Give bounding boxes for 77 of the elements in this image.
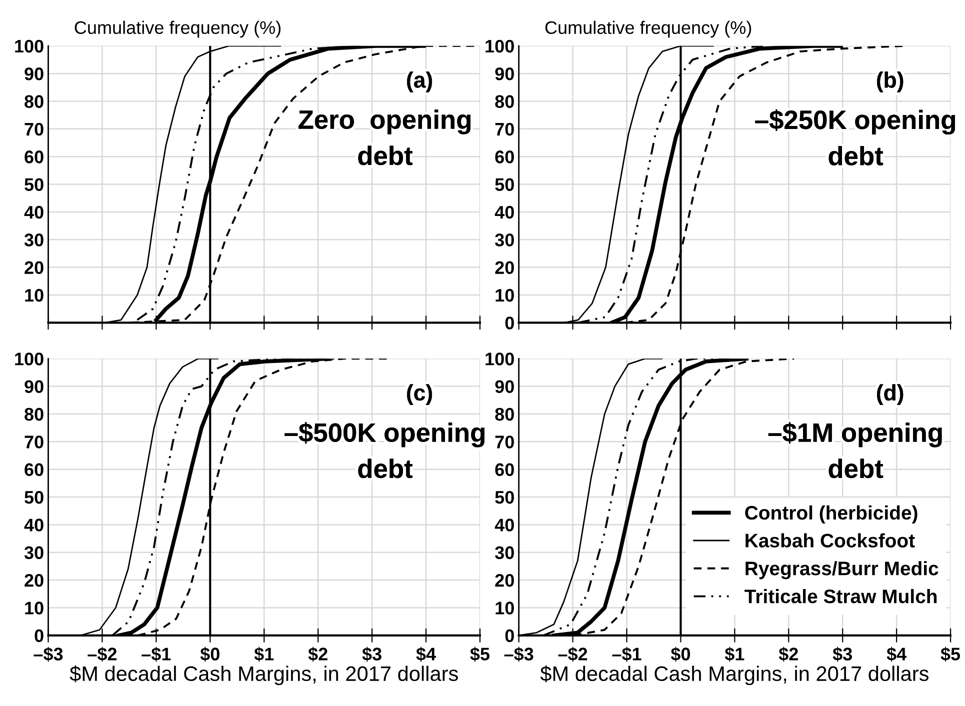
y-tick-label: 90 — [24, 380, 44, 394]
x-tick-label: $0 — [200, 646, 220, 662]
y-tick-label: 0 — [505, 629, 514, 642]
annotation: –$500K opening debt — [284, 422, 484, 478]
annotation: –$250K opening debt — [755, 109, 955, 166]
y-tick-label: 50 — [24, 490, 44, 504]
y-tick-label: 100 — [15, 352, 44, 366]
y-tick-label: 10 — [496, 602, 514, 614]
y-tick-label: 10 — [25, 288, 44, 302]
x-tick-label: –$1 — [612, 646, 642, 662]
y-axis-title: Cumulative frequency (%) — [74, 20, 281, 38]
y-tick-label: 30 — [24, 234, 44, 246]
y-tick-label: 20 — [495, 261, 514, 274]
x-tick-label: $1 — [254, 646, 274, 662]
y-tick-label: 10 — [25, 602, 44, 614]
y-tick-label: 50 — [495, 490, 514, 504]
y-tick-label: 30 — [494, 546, 514, 560]
x-tick-label: $4 — [886, 646, 907, 662]
y-tick-label: 20 — [24, 574, 44, 587]
x-tick-label: –$3 — [504, 646, 534, 662]
annotation: (d) — [877, 384, 904, 405]
x-tick-label: $2 — [308, 646, 328, 662]
y-tick-label: 30 — [494, 234, 514, 246]
y-tick-label: 0 — [505, 316, 514, 330]
y-axis-title: Cumulative frequency (%) — [545, 20, 752, 38]
legend-label: Triticale Straw Mulch — [744, 589, 937, 604]
y-tick-label: 50 — [495, 178, 514, 191]
y-tick-label: 60 — [24, 150, 44, 164]
x-tick-label: –$2 — [88, 646, 117, 662]
y-tick-label: 10 — [496, 288, 514, 302]
annotation: (a) — [407, 72, 432, 92]
y-tick-label: 80 — [24, 95, 44, 108]
y-tick-label: 90 — [24, 68, 44, 80]
x-tick-label: $5 — [470, 646, 490, 662]
y-tick-label: 0 — [34, 629, 44, 642]
x-tick-label: –$1 — [142, 646, 171, 662]
x-tick-label: $1 — [724, 646, 744, 662]
y-tick-label: 20 — [495, 574, 514, 587]
y-tick-label: 100 — [486, 40, 514, 53]
y-tick-label: 90 — [495, 380, 514, 394]
x-tick-label: –$2 — [558, 646, 588, 662]
x-tick-label: $3 — [832, 646, 852, 662]
y-tick-label: 70 — [495, 436, 514, 448]
x-tick-label: $5 — [940, 646, 960, 662]
y-tick-label: 100 — [486, 352, 514, 366]
annotation: (c) — [407, 384, 432, 405]
legend-label: Kasbah Cocksfoot — [746, 533, 915, 548]
legend-label: Control (herbicide) — [745, 505, 918, 524]
y-tick-label: 30 — [24, 546, 44, 560]
y-tick-label: 20 — [24, 261, 44, 274]
y-tick-label: 70 — [24, 122, 44, 136]
y-tick-label: 100 — [15, 40, 44, 53]
y-tick-label: 60 — [495, 150, 514, 164]
y-tick-label: 40 — [494, 206, 514, 219]
x-axis-title: $M decadal Cash Margins, in 2017 dollars — [70, 665, 458, 686]
y-tick-label: 80 — [495, 95, 514, 108]
y-tick-label: 70 — [24, 436, 44, 448]
y-tick-label: 60 — [24, 463, 44, 476]
y-tick-label: 50 — [24, 178, 44, 191]
y-tick-label: 80 — [495, 408, 514, 421]
y-tick-label: 80 — [24, 408, 44, 421]
annotation: Zero opening debt — [298, 110, 470, 166]
y-tick-label: 60 — [495, 463, 514, 476]
annotation: –$1M opening debt — [768, 422, 942, 478]
x-axis-title: $M decadal Cash Margins, in 2017 dollars — [540, 665, 928, 686]
x-tick-label: –$3 — [34, 646, 63, 662]
x-tick-label: $4 — [416, 646, 436, 662]
x-tick-label: $0 — [670, 646, 690, 662]
annotation: (b) — [877, 72, 904, 92]
x-tick-label: $3 — [362, 646, 382, 662]
y-tick-label: 40 — [24, 518, 44, 532]
y-tick-label: 70 — [495, 122, 514, 136]
x-tick-label: $2 — [778, 646, 798, 662]
y-tick-label: 40 — [494, 518, 514, 532]
legend-label: Ryegrass/Burr Medic — [746, 561, 938, 580]
y-tick-label: 40 — [24, 206, 44, 219]
y-tick-label: 90 — [495, 68, 514, 80]
